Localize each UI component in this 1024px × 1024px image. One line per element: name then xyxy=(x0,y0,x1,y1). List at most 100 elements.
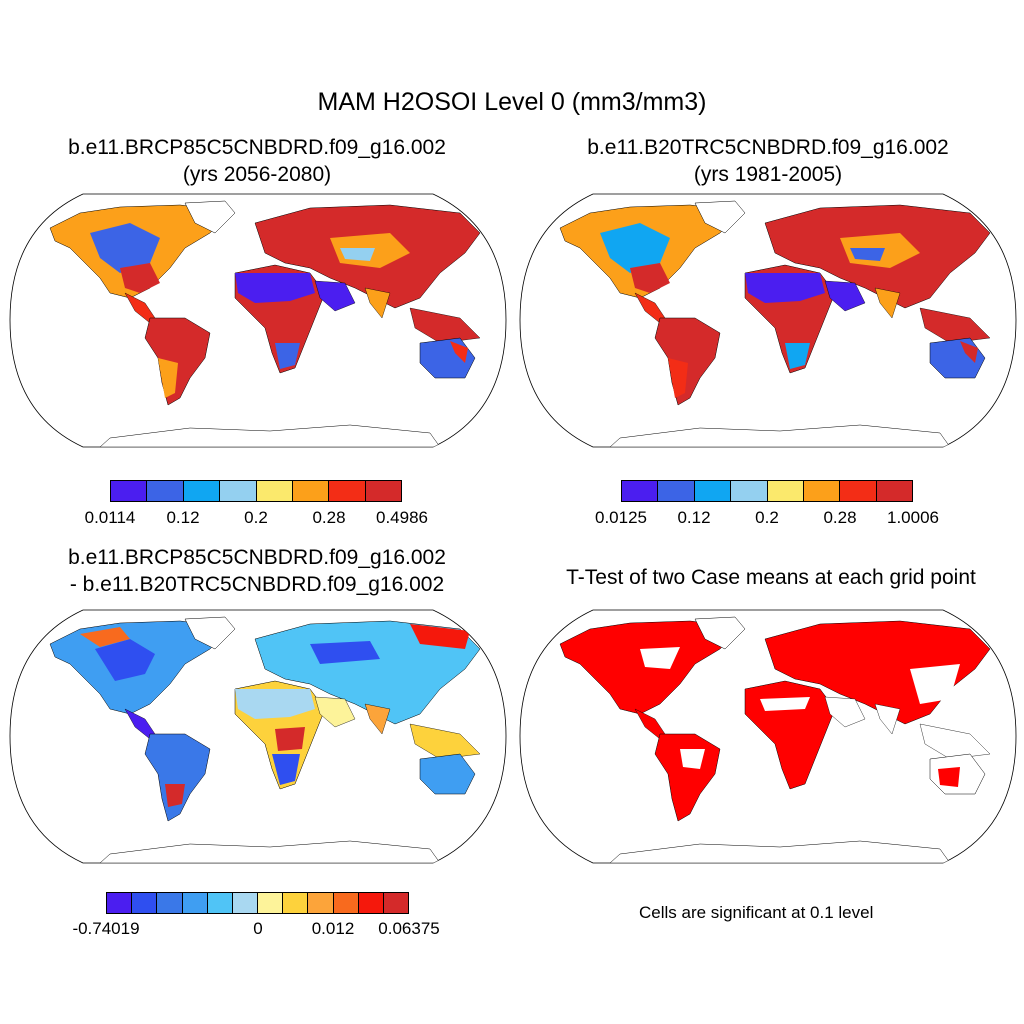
map-4-australia-significant xyxy=(938,767,960,787)
map-3-south-america xyxy=(144,733,211,822)
significance-note: Cells are significant at 0.1 level xyxy=(639,903,874,922)
map-3-eurasia-drying xyxy=(310,641,380,664)
map-2-sahara xyxy=(745,273,825,303)
map-2-greenland xyxy=(694,200,746,234)
colorbar-segment xyxy=(110,480,148,502)
map-panel-1 xyxy=(9,193,507,448)
colorbar-segment xyxy=(382,892,410,914)
map-3-sa-wetting xyxy=(165,784,185,807)
panel-2-title-line1: b.e11.B20TRC5CNBDRD.f09_g16.002 xyxy=(587,136,949,159)
colorbar-segment xyxy=(328,480,366,502)
panel-3-title-line1: b.e11.BRCP85C5CNBDRD.f09_g16.002 xyxy=(68,546,446,569)
map-1-australia-east xyxy=(450,341,468,363)
map-panel-3 xyxy=(9,609,507,864)
cbar-3-label-max: 0.06375 xyxy=(378,919,440,938)
map-4-south-america xyxy=(654,733,721,822)
cbar-2-label-3: 0.2 xyxy=(755,508,779,527)
colorbar-segment xyxy=(875,480,913,502)
map-4-sahara-insignificant xyxy=(760,697,810,711)
colorbar-segment xyxy=(106,892,133,914)
map-1-continents xyxy=(49,200,481,447)
colorbar-segment xyxy=(156,892,183,914)
colorbar-segment xyxy=(730,480,768,502)
colorbar-segment xyxy=(146,480,184,502)
colorbar-segment xyxy=(307,892,334,914)
map-2-antarctica xyxy=(609,424,951,447)
map-1-greenland xyxy=(184,200,236,234)
panel-1-title: b.e11.BRCP85C5CNBDRD.f09_g16.002 (yrs 20… xyxy=(17,134,497,188)
map-1-arabia xyxy=(314,280,356,312)
main-title: MAM H2OSOI Level 0 (mm3/mm3) xyxy=(317,88,707,116)
map-1-south-america xyxy=(144,317,211,406)
map-1-antarctica xyxy=(99,424,441,447)
map-2-asia-dry xyxy=(850,248,885,261)
map-3-southern-africa xyxy=(272,754,300,785)
map-3-eurasia xyxy=(254,620,481,725)
map-4-north-america xyxy=(559,620,741,715)
map-panel-4 xyxy=(519,609,1017,864)
map-1-kalahari xyxy=(275,343,300,369)
map-1-sa-south xyxy=(158,358,178,398)
colorbar-segment xyxy=(802,480,841,502)
map-2-na-wet-region xyxy=(600,223,670,273)
colorbar-segment xyxy=(332,892,359,914)
map-2-continents xyxy=(559,200,991,447)
cbar-2-label-2: 0.12 xyxy=(677,508,711,527)
cbar-1-label-min: 0.0114 xyxy=(84,508,136,527)
colorbar-segment xyxy=(181,892,208,914)
colorbar-segment xyxy=(839,480,877,502)
colorbar-segment xyxy=(357,892,384,914)
cbar-2-label-max: 1.0006 xyxy=(887,508,939,527)
map-2-na-southeast xyxy=(630,263,670,293)
colorbar-segment xyxy=(693,480,732,502)
colorbar-segment xyxy=(219,480,257,502)
panel-3-title: b.e11.BRCP85C5CNBDRD.f09_g16.002 - b.e11… xyxy=(17,544,497,598)
map-1-sahara xyxy=(235,273,315,303)
panel-3-title-line2: - b.e11.B20TRC5CNBDRD.f09_g16.002 xyxy=(69,573,445,596)
colorbar-segment xyxy=(182,480,221,502)
colorbar-panel-1 xyxy=(110,480,402,502)
map-2-south-america xyxy=(654,317,721,406)
panel-2-title: b.e11.B20TRC5CNBDRD.f09_g16.002 (yrs 198… xyxy=(528,134,1008,188)
map-3-continents xyxy=(49,616,481,863)
map-4-asia-insignificant xyxy=(910,664,960,704)
colorbar-panel-2 xyxy=(621,480,913,502)
colorbar-segment xyxy=(364,480,402,502)
map-3-siberia xyxy=(410,624,470,649)
cbar-3-label-zero: 0 xyxy=(253,919,263,938)
map-3-central-africa xyxy=(275,727,305,751)
map-3-sahara xyxy=(235,689,315,719)
map-1-india xyxy=(364,287,391,319)
map-3-na-drying xyxy=(95,639,155,681)
panel-1-title-line1: b.e11.BRCP85C5CNBDRD.f09_g16.002 xyxy=(68,136,446,159)
colorbar-segment xyxy=(255,480,293,502)
colorbar-segment xyxy=(657,480,695,502)
map-2-india xyxy=(874,287,901,319)
map-3-australia xyxy=(419,753,476,795)
map-2-sa-south xyxy=(668,358,688,398)
cbar-1-label-2: 0.12 xyxy=(166,508,200,527)
map-4-greenland xyxy=(694,616,746,650)
cbar-3-label-3: 0.012 xyxy=(311,919,355,938)
cbar-2-label-min: 0.0125 xyxy=(595,508,647,527)
colorbar-segment xyxy=(206,892,233,914)
colorbar-segment xyxy=(291,480,330,502)
map-1-na-southeast xyxy=(120,263,160,293)
map-4-sa-insignificant xyxy=(680,749,705,769)
map-4-na-insignificant xyxy=(640,647,680,669)
map-panel-2 xyxy=(519,193,1017,448)
map-1-na-wet-region xyxy=(90,223,160,273)
colorbar-segment xyxy=(282,892,309,914)
map-3-india xyxy=(364,703,391,735)
map-2-arabia xyxy=(824,280,866,312)
cbar-3-label-min: -0.74019 xyxy=(72,919,140,938)
map-3-arabia xyxy=(314,696,356,728)
map-4-continents xyxy=(559,616,991,863)
colorbar-segment xyxy=(231,892,259,914)
map-4-antarctica xyxy=(609,840,951,863)
cbar-1-label-3: 0.2 xyxy=(244,508,268,527)
map-4-arabia xyxy=(824,696,866,728)
panel-4-title: T-Test of two Case means at each grid po… xyxy=(518,564,1024,591)
map-3-antarctica xyxy=(99,840,441,863)
